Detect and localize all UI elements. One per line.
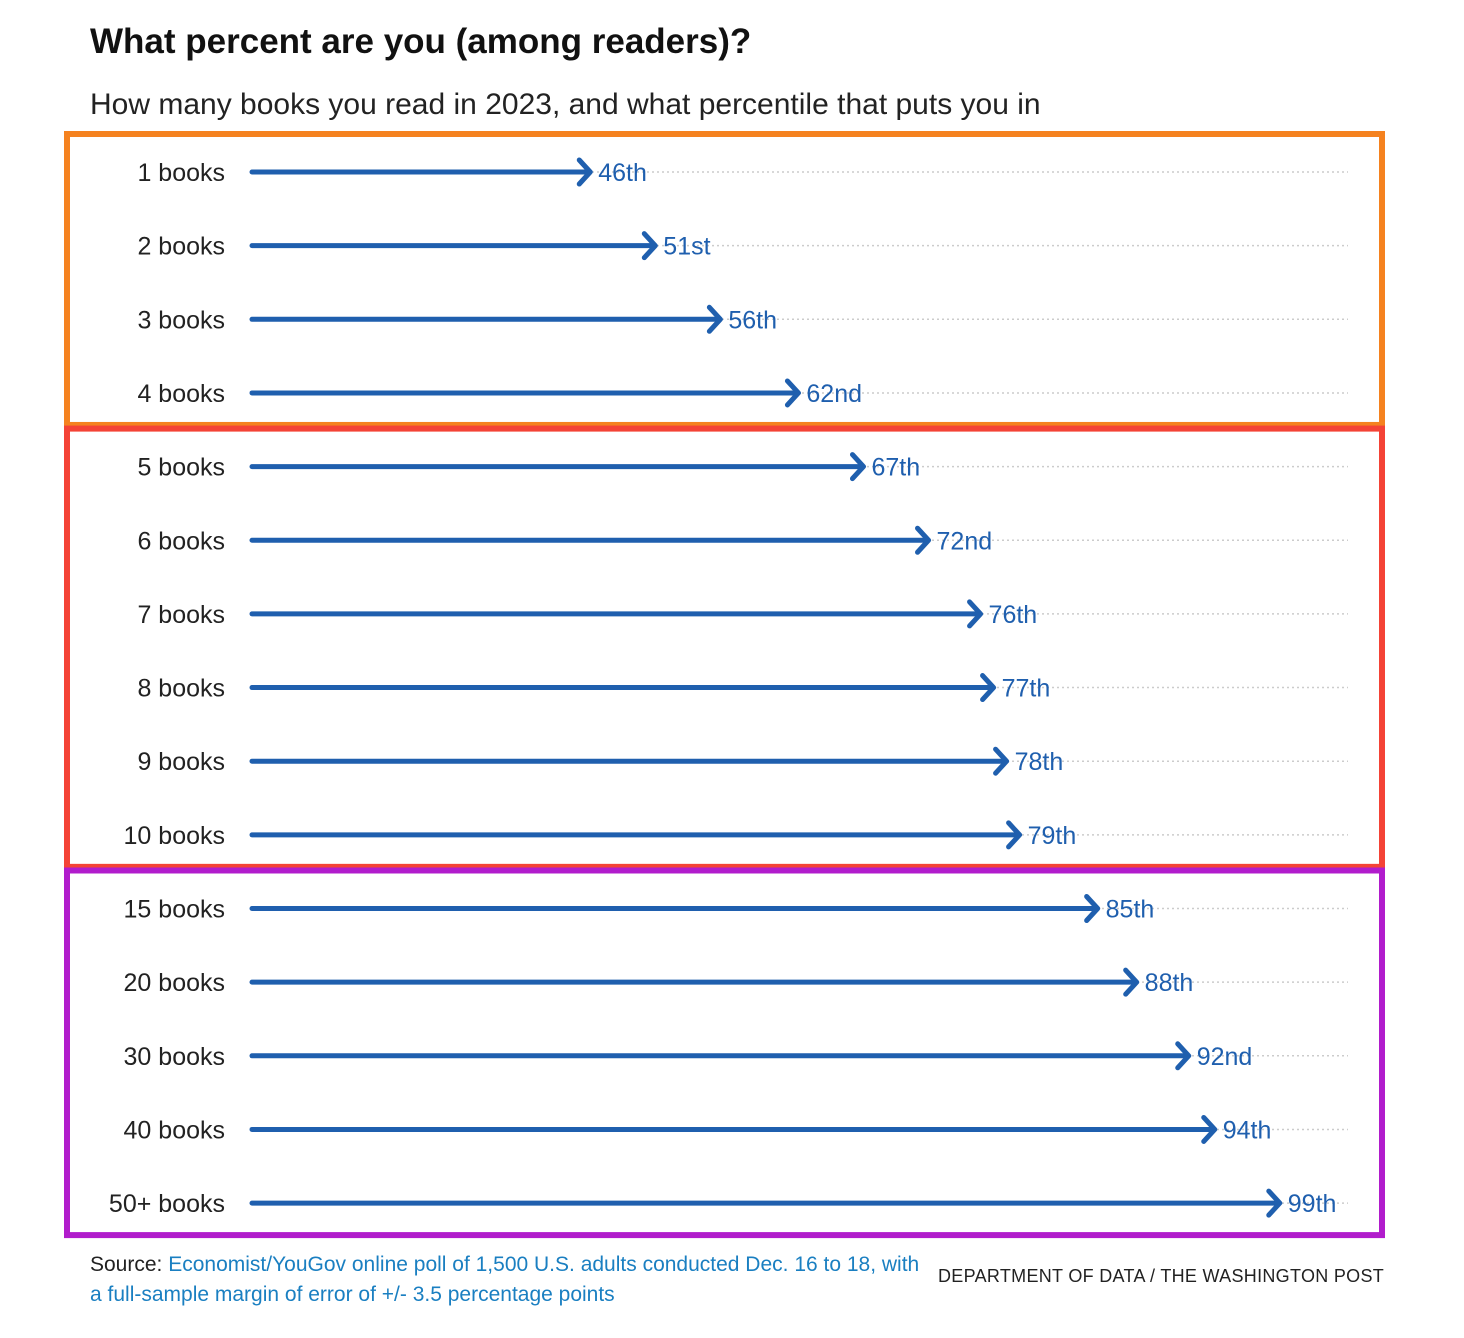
value-label: 85th <box>1106 896 1155 924</box>
category-label: 7 books <box>137 601 225 629</box>
value-label: 51st <box>663 233 710 261</box>
value-label: 99th <box>1288 1190 1337 1218</box>
value-label: 72nd <box>937 527 993 555</box>
category-label: 3 books <box>137 306 225 334</box>
value-label: 46th <box>598 159 647 187</box>
group-box-red <box>67 429 1382 867</box>
value-label: 76th <box>989 601 1038 629</box>
category-label: 1 books <box>137 159 225 187</box>
source-note: Source: Economist/YouGov online poll of … <box>90 1250 930 1310</box>
category-label: 6 books <box>137 527 225 555</box>
category-label: 20 books <box>124 969 225 997</box>
value-label: 79th <box>1028 822 1077 850</box>
value-label: 77th <box>1002 675 1051 703</box>
value-label: 56th <box>728 306 777 334</box>
category-label: 50+ books <box>109 1190 225 1218</box>
group-box-orange <box>67 134 1382 425</box>
value-label: 88th <box>1145 969 1194 997</box>
category-label: 30 books <box>124 1043 225 1071</box>
category-label: 15 books <box>124 896 225 924</box>
category-label: 8 books <box>137 675 225 703</box>
value-label: 94th <box>1223 1116 1272 1144</box>
category-label: 9 books <box>137 748 225 776</box>
source-label: Source: <box>90 1253 162 1276</box>
credit-line: DEPARTMENT OF DATA / THE WASHINGTON POST <box>938 1266 1384 1287</box>
value-label: 62nd <box>806 380 862 408</box>
category-label: 40 books <box>124 1116 225 1144</box>
category-label: 10 books <box>124 822 225 850</box>
value-label: 67th <box>871 454 920 482</box>
source-link[interactable]: Economist/YouGov online poll of 1,500 U.… <box>90 1253 919 1306</box>
category-label: 2 books <box>137 233 225 261</box>
category-label: 5 books <box>137 454 225 482</box>
value-label: 92nd <box>1197 1043 1253 1071</box>
category-label: 4 books <box>137 380 225 408</box>
value-label: 78th <box>1015 748 1064 776</box>
